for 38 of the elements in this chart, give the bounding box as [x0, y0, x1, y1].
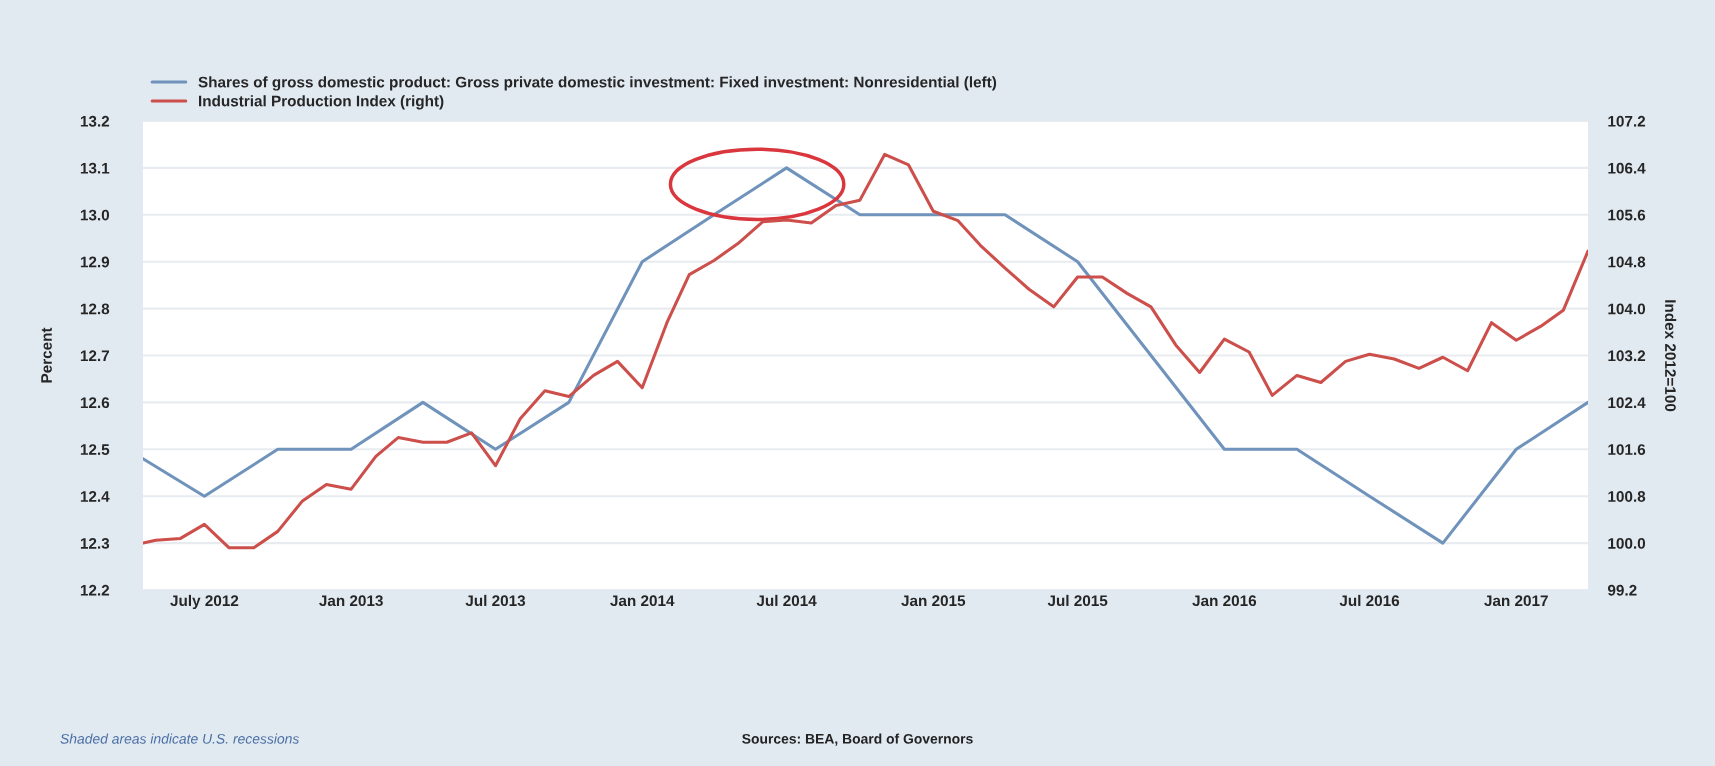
y2-tick-label: 102.4: [1608, 397, 1646, 409]
x-tick-label: Jan 2015: [901, 595, 966, 607]
y2-tick-label: 100.0: [1608, 537, 1646, 549]
source-note: Sources: BEA, Board of Governors: [742, 733, 973, 746]
y-tick-label: 12.6: [80, 397, 110, 409]
y-tick-label: 12.4: [80, 491, 110, 502]
y2-tick-label: 101.6: [1608, 444, 1646, 455]
y2-tick-label: 100.8: [1608, 491, 1646, 502]
y-tick-label: 12.9: [80, 256, 110, 268]
y2-tick-label: 106.4: [1608, 162, 1646, 174]
x-tick-label: Jan 2013: [319, 595, 383, 607]
x-tick-label: Jul 2013: [465, 594, 526, 607]
y2-tick-label: 104.0: [1608, 303, 1646, 315]
text: Shaded areas indicate U.S. recessions: [60, 733, 300, 744]
x-tick-label: Jan 2017: [1484, 595, 1548, 607]
y-tick-label: 12.5: [80, 444, 110, 455]
y-tick-label: 12.3: [80, 537, 110, 549]
y2-tick-label: 99.2: [1607, 584, 1637, 596]
x-tick-label: Jul 2014: [756, 594, 817, 607]
y-tick-label: 13.1: [80, 162, 110, 174]
y2-tick-label: 104.8: [1608, 256, 1646, 268]
y2-tick-label: 105.6: [1608, 209, 1646, 221]
y2-tick-label: 103.2: [1608, 350, 1646, 362]
x-tick-label: Jul 2015: [1047, 594, 1108, 607]
y2-axis-title: Index 2012=100: [1665, 300, 1677, 412]
y2-tick-label: 107.2: [1608, 115, 1646, 127]
x-tick-label: July 2012: [170, 594, 239, 610]
legend-label: Shares of gross domestic product: Gross private domestic investment: Fixed investment: Nonresidential (left): [198, 76, 997, 91]
x-tick-label: Jan 2014: [610, 595, 675, 607]
x-tick-label: Jan 2016: [1192, 595, 1257, 607]
y-axis-title: Percent: [41, 327, 52, 383]
y-tick-label: 13.0: [80, 209, 110, 221]
y-tick-label: 12.2: [80, 584, 110, 596]
y-tick-label: 12.8: [80, 303, 110, 315]
y-tick-label: 12.7: [80, 350, 109, 362]
y-tick-label: 13.2: [80, 115, 110, 127]
x-tick-label: Jul 2016: [1339, 594, 1400, 607]
legend-label: Industrial Production Index (right): [199, 95, 444, 110]
